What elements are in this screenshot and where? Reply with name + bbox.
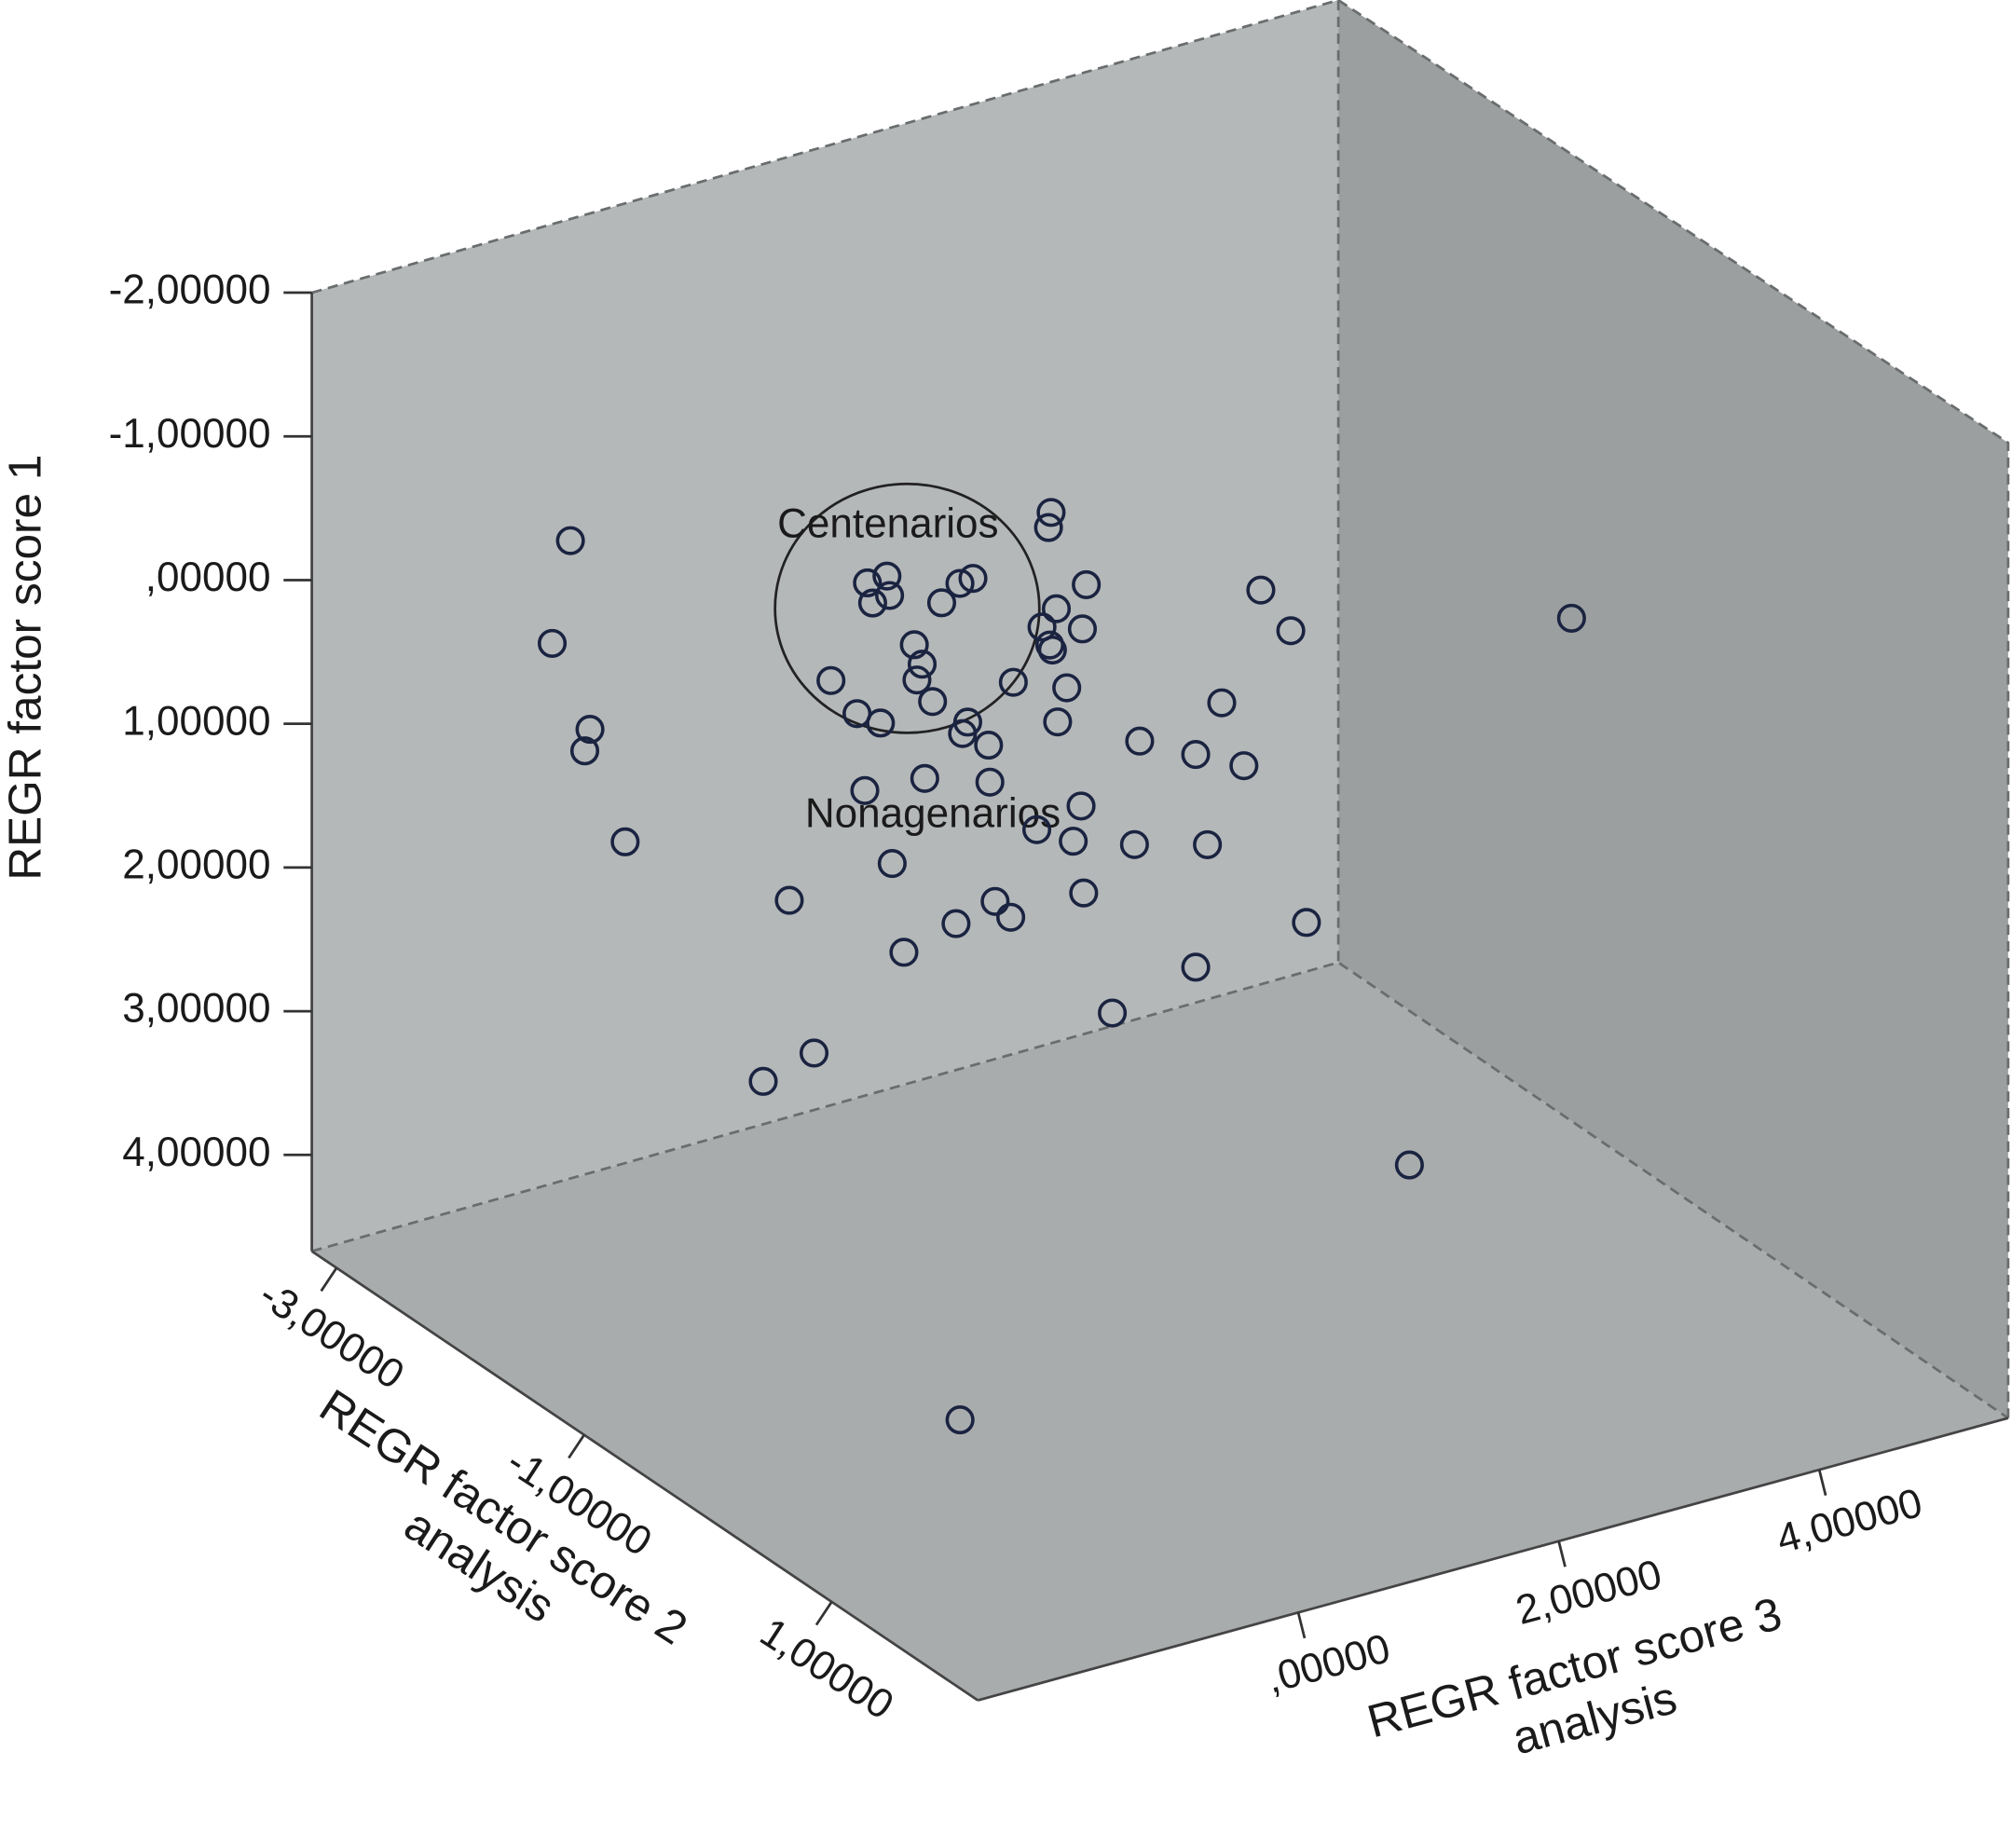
point xyxy=(1098,998,1128,1028)
x-tick-label: ,00000 xyxy=(1262,1625,1395,1702)
point xyxy=(875,581,905,610)
z-tick xyxy=(320,1266,338,1293)
x-tick xyxy=(1296,1611,1307,1639)
point xyxy=(1066,791,1096,821)
box-edge xyxy=(311,0,2010,1418)
floor xyxy=(311,962,2008,1701)
point xyxy=(1041,594,1072,623)
point xyxy=(877,849,907,879)
point xyxy=(799,1038,829,1068)
group-circle xyxy=(773,482,1041,734)
point xyxy=(1059,827,1088,856)
point xyxy=(872,561,902,591)
point xyxy=(1276,616,1306,646)
point xyxy=(1069,878,1099,908)
point xyxy=(1052,673,1082,703)
point xyxy=(902,665,932,695)
box-edges xyxy=(311,0,2010,1419)
x-tick xyxy=(1817,1469,1827,1497)
point xyxy=(926,588,957,618)
annotation: Nonagenarios xyxy=(805,790,1061,836)
point xyxy=(850,775,880,805)
y-tick-label: 2,00000 xyxy=(122,842,270,888)
point xyxy=(945,568,975,598)
y-tick-label: -2,00000 xyxy=(109,267,271,313)
point xyxy=(610,827,640,856)
point xyxy=(1181,740,1211,770)
point xyxy=(866,708,896,738)
point xyxy=(1207,688,1237,718)
point xyxy=(910,763,939,793)
point xyxy=(998,667,1028,697)
y-tick-label: 4,00000 xyxy=(122,1129,270,1175)
axes xyxy=(310,293,2009,1702)
point xyxy=(975,767,1005,797)
point xyxy=(958,564,988,594)
x-tick xyxy=(1557,1540,1567,1567)
point xyxy=(1027,612,1057,642)
point xyxy=(980,886,1010,916)
point xyxy=(1246,575,1276,605)
point xyxy=(1193,829,1223,859)
point xyxy=(1125,726,1155,756)
point xyxy=(945,1405,975,1435)
x-tick-label: 4,00000 xyxy=(1772,1480,1926,1563)
point xyxy=(1181,952,1211,982)
box-edge xyxy=(311,961,2009,1419)
z-tick xyxy=(568,1433,585,1459)
y-tick-label: -1,00000 xyxy=(109,411,271,457)
point xyxy=(537,628,568,658)
point xyxy=(1037,635,1067,665)
point xyxy=(1067,614,1098,644)
point xyxy=(774,885,804,915)
point xyxy=(555,526,585,555)
point xyxy=(748,1066,778,1096)
point xyxy=(857,588,887,618)
point xyxy=(941,909,971,938)
point xyxy=(974,731,1004,760)
point xyxy=(948,719,978,748)
point xyxy=(816,665,846,695)
annotation: Centenarios xyxy=(777,500,999,546)
point xyxy=(853,568,883,598)
point xyxy=(1072,569,1102,599)
point xyxy=(569,736,600,766)
y-tick-label: 1,00000 xyxy=(122,698,270,744)
point xyxy=(575,715,605,745)
point xyxy=(907,650,938,679)
point xyxy=(1229,751,1259,781)
point xyxy=(1556,603,1586,633)
side-wall xyxy=(1338,0,2008,1418)
point xyxy=(1119,829,1149,859)
y-tick-label: 3,00000 xyxy=(122,986,270,1032)
point xyxy=(1021,814,1052,844)
point xyxy=(889,938,919,967)
y-tick-label: ,00000 xyxy=(145,554,271,600)
z-tick xyxy=(814,1601,833,1626)
point xyxy=(996,902,1026,932)
point xyxy=(1033,513,1063,542)
point xyxy=(1043,707,1073,737)
point xyxy=(1394,1150,1424,1180)
point xyxy=(1292,908,1321,938)
z-axis-line xyxy=(310,1250,979,1702)
y-axis-title: REGR factor score 1 xyxy=(0,455,50,881)
x-axis-line xyxy=(977,1417,2009,1702)
point xyxy=(918,687,948,717)
point xyxy=(1036,498,1066,527)
point xyxy=(899,630,929,660)
back-wall xyxy=(311,0,1339,1252)
